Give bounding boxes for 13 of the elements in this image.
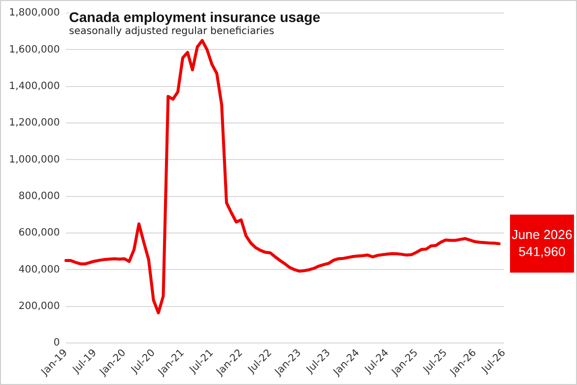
y-tick-label: 0 (54, 338, 60, 349)
chart-title: Canada employment insurance usage (69, 9, 320, 25)
y-tick-label: 1,200,000 (8, 118, 60, 129)
text: June 2026 541,960 (512, 226, 572, 259)
y-tick-label: 1,400,000 (8, 80, 60, 92)
text: seasonally adjusted regular beneficiaries (69, 26, 274, 37)
y-tick-label: 800,000 (18, 190, 60, 202)
y-tick-label: 600,000 (18, 228, 60, 239)
y-tick-label: 1,600,000 (8, 44, 60, 56)
y-tick-label: 1,800,000 (8, 8, 60, 19)
y-tick-label: 400,000 (18, 264, 60, 276)
y-tick-label: 1,000,000 (8, 154, 60, 166)
y-tick-label: 200,000 (18, 300, 60, 312)
